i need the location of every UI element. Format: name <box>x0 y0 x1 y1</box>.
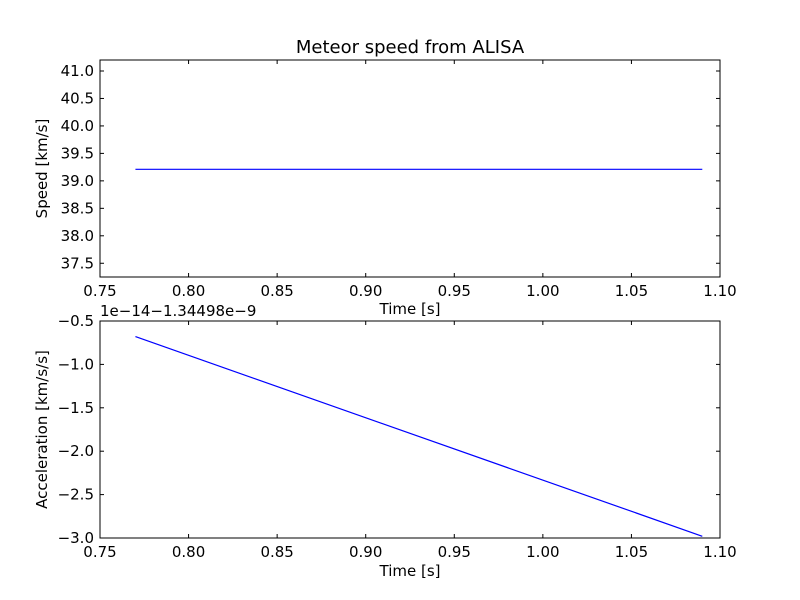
acceleration-plot-frame <box>99 320 721 539</box>
acceleration-x-axis-label: Time [s] <box>379 562 441 580</box>
acceleration-y-ticks: −3.0 −2.5 −2.0 −1.5 −1.0 −0.5 <box>58 312 720 547</box>
x-tick-label: 0.95 <box>438 282 471 300</box>
x-tick-label: 1.00 <box>526 543 559 561</box>
x-tick-label: 1.00 <box>526 282 559 300</box>
x-tick-label: 0.80 <box>172 282 205 300</box>
y-tick-label: 38.0 <box>61 227 94 245</box>
y-tick-label: 39.0 <box>61 172 94 190</box>
y-tick-label: −1.5 <box>58 399 94 417</box>
x-tick-label: 0.95 <box>438 543 471 561</box>
speed-x-ticks: 0.75 0.80 0.85 0.90 0.95 1.00 1.05 1.10 <box>83 60 737 300</box>
x-tick-label: 0.90 <box>349 282 382 300</box>
y-tick-label: −2.0 <box>58 442 94 460</box>
x-tick-label: 0.75 <box>83 282 116 300</box>
x-tick-label: 0.75 <box>83 543 116 561</box>
speed-y-axis-label: Speed [km/s] <box>33 119 51 219</box>
acceleration-y-axis-label: Acceleration [km/s/s] <box>33 350 51 509</box>
speed-y-ticks: 37.5 38.0 38.5 39.0 39.5 40.0 40.5 41.0 <box>61 62 720 272</box>
x-tick-label: 0.85 <box>260 543 293 561</box>
x-tick-label: 0.90 <box>349 543 382 561</box>
x-tick-label: 1.05 <box>615 282 648 300</box>
y-tick-label: 39.5 <box>61 144 94 162</box>
series-line <box>135 336 703 537</box>
y-tick-label: 37.5 <box>61 254 94 272</box>
y-tick-label: 41.0 <box>61 62 94 80</box>
y-tick-label: −0.5 <box>58 312 94 330</box>
speed-plot-frame <box>99 59 721 278</box>
acceleration-x-ticks: 0.75 0.80 0.85 0.90 0.95 1.00 1.05 1.10 <box>83 321 737 561</box>
y-tick-label: −2.5 <box>58 486 94 504</box>
y-tick-label: 40.0 <box>61 117 94 135</box>
x-tick-label: 0.85 <box>260 282 293 300</box>
acceleration-series <box>135 336 703 537</box>
y-tick-label: −3.0 <box>58 529 94 547</box>
x-tick-label: 1.10 <box>703 282 736 300</box>
speed-x-axis-label: Time [s] <box>379 300 441 318</box>
speed-chart-title: Meteor speed from ALISA <box>296 37 525 58</box>
x-tick-label: 0.80 <box>172 543 205 561</box>
acceleration-offset-text: 1e−14−1.34498e−9 <box>100 302 256 320</box>
y-tick-label: −1.0 <box>58 355 94 373</box>
speed-subplot: Meteor speed from ALISA 0.75 0.80 0.85 0.90… <box>33 37 737 318</box>
acceleration-subplot: 1e−14−1.34498e−9 0.75 0.80 0.85 0.90 0.95 1.0… <box>33 302 737 580</box>
y-tick-label: 40.5 <box>61 89 94 107</box>
y-tick-label: 38.5 <box>61 199 94 217</box>
x-tick-label: 1.05 <box>615 543 648 561</box>
x-tick-label: 1.10 <box>703 543 736 561</box>
